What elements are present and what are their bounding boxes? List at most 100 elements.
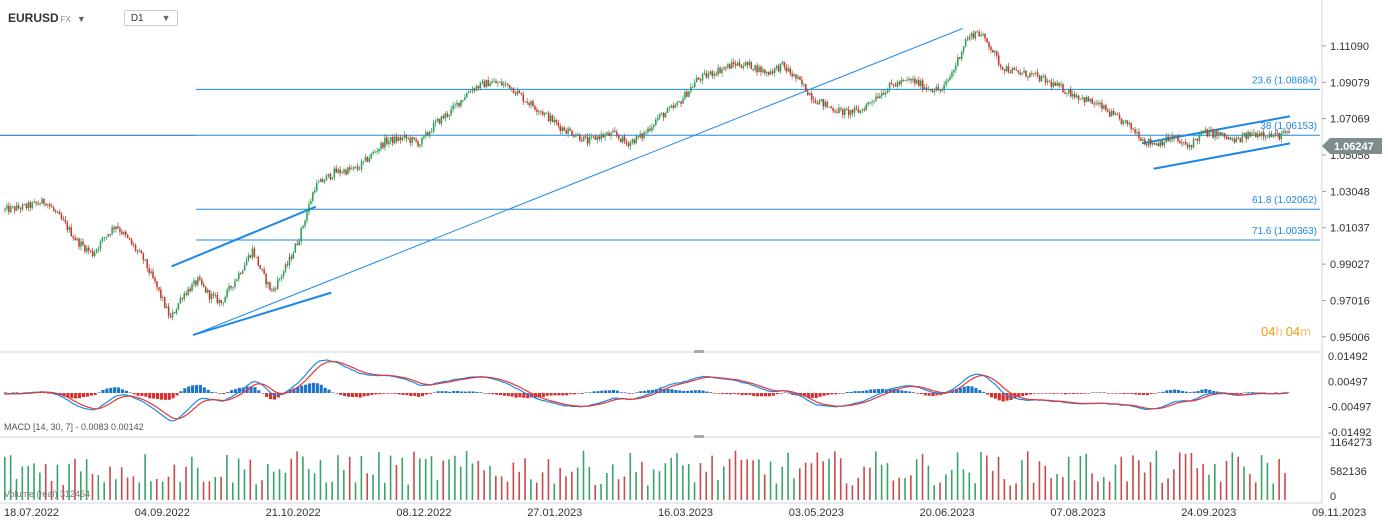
volume-bar: [1272, 483, 1275, 500]
volume-bar: [407, 484, 409, 500]
volume-bar: [588, 467, 591, 500]
current-price-label: 1.06247: [1334, 141, 1374, 153]
macd-hist-bar: [600, 390, 604, 393]
candle-body: [389, 137, 392, 142]
candle-body: [177, 303, 180, 310]
candle-body: [29, 202, 32, 208]
volume-bar: [477, 460, 480, 500]
candle-body: [676, 102, 678, 105]
candle-body: [762, 69, 764, 73]
symbol-selector[interactable]: EURUSD FX ▼: [8, 9, 86, 27]
volume-bar: [933, 485, 936, 500]
candle-body: [559, 125, 562, 132]
candle-body: [1118, 115, 1121, 119]
candle-body: [386, 137, 388, 144]
volume-bar: [471, 463, 474, 500]
macd-hist-bar: [89, 393, 93, 396]
volume-bar: [419, 458, 421, 500]
macd-hist-bar: [128, 392, 132, 393]
candle-body: [590, 136, 593, 138]
timeframe-selector[interactable]: D1 ▼: [123, 10, 178, 26]
candle-body: [1011, 67, 1014, 74]
candle-body: [528, 102, 530, 106]
volume-bar: [56, 464, 59, 500]
macd-hist-bar: [826, 393, 830, 395]
macd-hist-bar: [682, 391, 686, 393]
macd-hist-bar: [1130, 393, 1134, 395]
candle-body: [1235, 137, 1238, 143]
candle-body: [1284, 131, 1286, 133]
volume-bar: [623, 476, 626, 500]
volume-bar: [27, 466, 29, 500]
macd-label: MACD [14, 30, 7] - 0.0083 0.00142: [4, 422, 144, 432]
candle-body: [828, 106, 830, 108]
candle-body: [1087, 97, 1090, 102]
macd-hist-bar: [109, 387, 113, 393]
candle-body: [58, 211, 61, 215]
candle-body: [4, 208, 6, 211]
chevron-down-icon[interactable]: ▼: [76, 14, 86, 24]
volume-bar: [898, 477, 900, 500]
candle-body: [52, 207, 55, 211]
candle-body: [458, 102, 460, 107]
volume-bar: [565, 476, 567, 500]
time-tick-label: 24.09.2023: [1181, 507, 1236, 519]
candle-body: [119, 228, 121, 232]
candle-body: [693, 82, 696, 87]
candle-body: [970, 33, 973, 37]
macd-hist-bar: [475, 391, 479, 393]
macd-hist-bar: [631, 393, 635, 394]
macd-hist-bar: [498, 393, 503, 396]
candle-body: [1079, 98, 1082, 100]
candle-body: [434, 121, 437, 123]
volume-bar: [109, 466, 111, 500]
candle-body: [984, 33, 986, 39]
macd-hist-bar: [467, 391, 471, 393]
candle-body: [214, 295, 217, 296]
candle-body: [165, 306, 168, 308]
candle-body: [368, 158, 371, 162]
candle-body: [990, 46, 992, 50]
candle-body: [1173, 136, 1175, 139]
trendline: [192, 28, 963, 336]
candle-body: [1280, 133, 1283, 140]
volume-bar: [1161, 482, 1163, 500]
macd-hist-bar: [783, 392, 787, 393]
candle-body: [1130, 122, 1132, 130]
candle-body: [204, 286, 207, 293]
volume-bar: [1178, 452, 1181, 500]
candle-body: [682, 98, 684, 104]
divider-handle-2[interactable]: [694, 435, 704, 438]
chevron-down-icon[interactable]: ▼: [161, 13, 171, 23]
macd-hist-bar: [732, 393, 736, 394]
candle-body: [1169, 139, 1171, 141]
volume-bar: [9, 455, 12, 500]
candle-body: [766, 72, 768, 74]
candle-body: [904, 80, 906, 81]
volume-bar: [85, 459, 88, 500]
candle-body: [1216, 130, 1218, 136]
macd-hist-bar: [444, 391, 448, 393]
divider-handle-1[interactable]: [694, 350, 704, 353]
candle-body: [530, 101, 532, 106]
macd-hist-bar: [339, 393, 343, 395]
candle-body: [413, 137, 415, 140]
candle-body: [212, 294, 215, 296]
candle-body: [1184, 142, 1187, 145]
volume-bar: [869, 467, 871, 500]
macd-hist-bar: [397, 393, 401, 395]
time-tick-label: 27.01.2023: [527, 507, 582, 519]
volume-bar: [1173, 469, 1175, 500]
candle-body: [380, 142, 382, 149]
macd-hist-bar: [479, 392, 483, 393]
macd-hist-bar: [931, 393, 935, 397]
macd-hist-bar: [491, 393, 495, 395]
macd-hist-bar: [911, 392, 916, 393]
candle-body: [686, 91, 688, 97]
candle-body: [727, 64, 729, 68]
volume-bar: [296, 451, 298, 500]
candle-body: [68, 227, 71, 231]
candle-body: [853, 107, 856, 113]
volume-bar: [734, 450, 737, 500]
